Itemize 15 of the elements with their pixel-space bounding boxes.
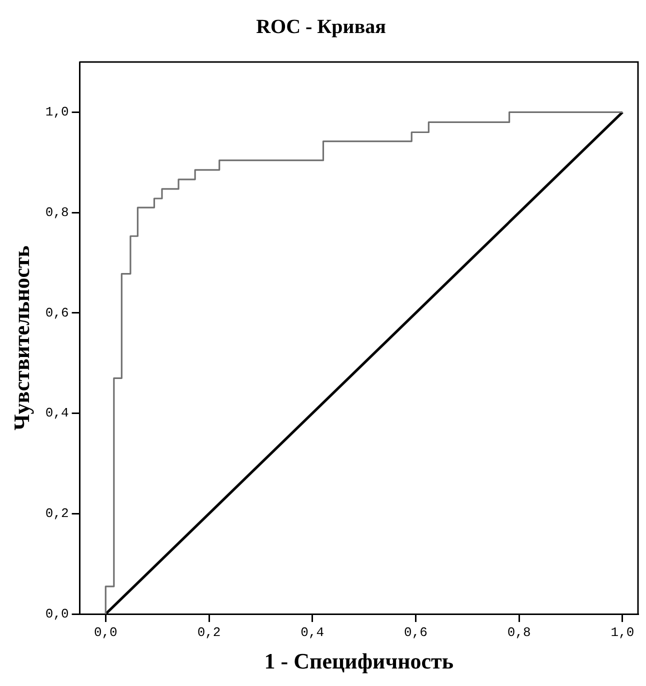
- x-axis-title: 1 - Специфичность: [264, 648, 454, 674]
- x-tick-label: 0,6: [404, 625, 428, 640]
- y-tick-label: 1,0: [45, 104, 69, 120]
- x-tick-label: 0,4: [300, 625, 324, 640]
- chart-title: ROC - Кривая: [256, 16, 386, 38]
- y-axis-title: Чувствительность: [8, 245, 34, 430]
- y-tick-label: 0,2: [45, 506, 69, 522]
- y-tick-label: 0,6: [45, 305, 69, 320]
- y-tick-label: 0,4: [45, 406, 69, 421]
- x-tick-label: 0,0: [94, 625, 118, 640]
- x-tick-label: 1,0: [610, 625, 634, 640]
- x-tick-label: 0,2: [197, 625, 221, 640]
- y-tick-label: 0,8: [45, 204, 69, 220]
- y-tick-label: 0,0: [45, 606, 69, 622]
- x-tick-label: 0,8: [507, 625, 531, 640]
